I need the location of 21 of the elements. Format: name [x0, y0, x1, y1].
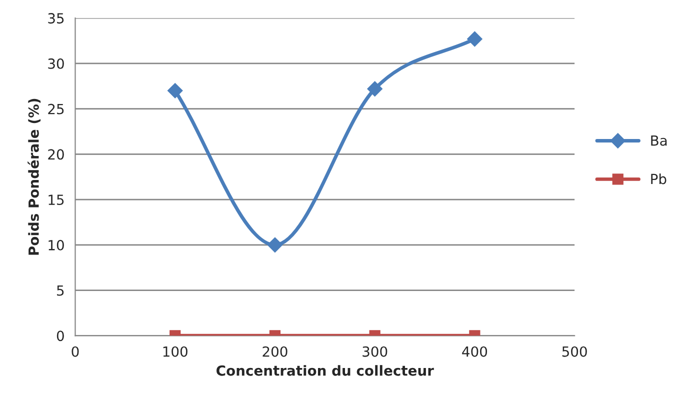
x-axis-title: Concentration du collecteur [216, 365, 434, 376]
point [168, 83, 183, 98]
x-tick-label: 100 [163, 346, 188, 357]
y-tick-label: 10 [48, 240, 64, 250]
point [467, 31, 482, 47]
point [367, 81, 382, 96]
y-tick-label: 20 [48, 149, 64, 160]
y-tick-label: 15 [48, 194, 64, 206]
legend-label: Ba [651, 135, 667, 146]
y-tick-label: 5 [57, 285, 64, 296]
y-tick-label: 25 [48, 104, 64, 114]
x-tick-label: 300 [362, 346, 388, 357]
x-tick-label: 200 [262, 346, 288, 357]
y-tick-label: 35 [48, 13, 64, 24]
x-tick-label: 0 [72, 346, 79, 357]
y-axis-title: Poids Pondérale (%) [28, 98, 41, 255]
x-tick-label: 400 [462, 346, 488, 357]
legend-label: Pb [651, 174, 666, 184]
x-tick-label: 500 [562, 346, 587, 357]
y-tick-label: 0 [56, 330, 64, 342]
y-tick-label: 30 [48, 58, 64, 69]
